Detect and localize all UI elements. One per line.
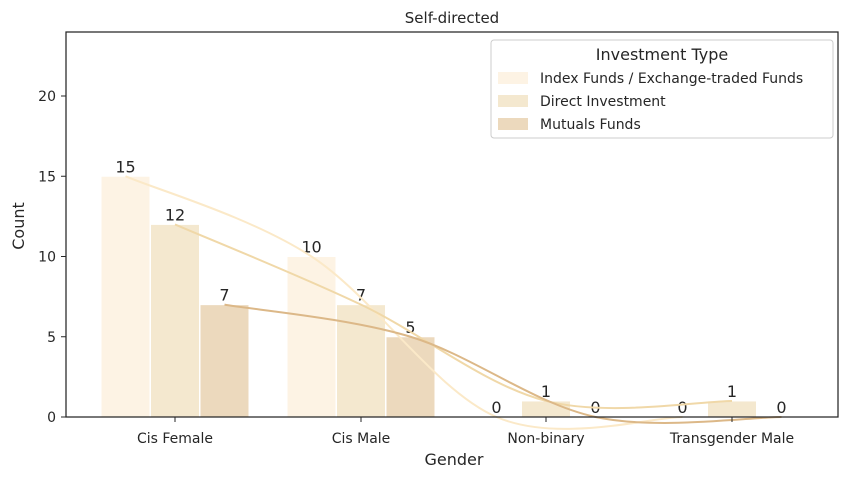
y-tick-label: 15	[38, 169, 56, 185]
bar	[286, 256, 337, 418]
legend-label: Index Funds / Exchange-traded Funds	[540, 71, 803, 87]
x-tick-label: Cis Female	[137, 431, 213, 447]
legend-frame	[490, 39, 834, 139]
y-tick-label: 10	[38, 250, 56, 266]
bar-value-label: 0	[776, 398, 786, 417]
y-tick-label: 20	[38, 89, 56, 105]
legend-label: Mutuals Funds	[540, 117, 641, 133]
legend-title: Investment Type	[596, 45, 728, 64]
bar-value-label: 10	[301, 238, 321, 257]
legend-swatch	[498, 72, 528, 84]
chart-title: Self-directed	[405, 9, 499, 27]
y-axis-label: Count	[9, 202, 28, 250]
x-tick-label: Cis Male	[332, 431, 391, 447]
bar	[385, 336, 436, 418]
bar-value-label: 0	[677, 398, 687, 417]
bar-value-label: 15	[115, 157, 135, 176]
legend-label: Direct Investment	[540, 94, 666, 110]
x-axis: Cis Female Cis Male Non-binary Transgender …	[137, 417, 794, 447]
bar-value-label: 7	[356, 286, 366, 305]
legend-swatch	[498, 95, 528, 107]
legend-swatch	[498, 118, 528, 130]
bar	[521, 400, 571, 418]
legend: Investment Type Index Funds / Exchange-t…	[490, 39, 834, 139]
x-tick-label: Transgender Male	[669, 431, 794, 447]
bar	[336, 304, 386, 418]
bar-value-label: 1	[541, 382, 551, 401]
bar-value-label: 12	[165, 205, 185, 224]
bar-value-label: 0	[491, 398, 501, 417]
bar-value-label: 1	[727, 382, 737, 401]
plot-frame	[65, 31, 839, 418]
series-curve	[224, 303, 782, 424]
bar	[199, 304, 250, 418]
bar	[707, 400, 757, 418]
x-tick-label: Non-binary	[507, 431, 584, 447]
bar-value-label: 7	[219, 286, 229, 305]
series-curve	[125, 175, 683, 430]
y-axis: 0 5 10 15 20	[38, 89, 66, 426]
series-curve	[174, 223, 733, 410]
bar	[150, 223, 200, 418]
y-tick-label: 5	[47, 330, 56, 346]
x-axis-label: Gender	[425, 450, 484, 469]
bar	[100, 175, 151, 418]
bar-value-label: 5	[405, 318, 415, 337]
y-tick-label: 0	[47, 410, 56, 426]
